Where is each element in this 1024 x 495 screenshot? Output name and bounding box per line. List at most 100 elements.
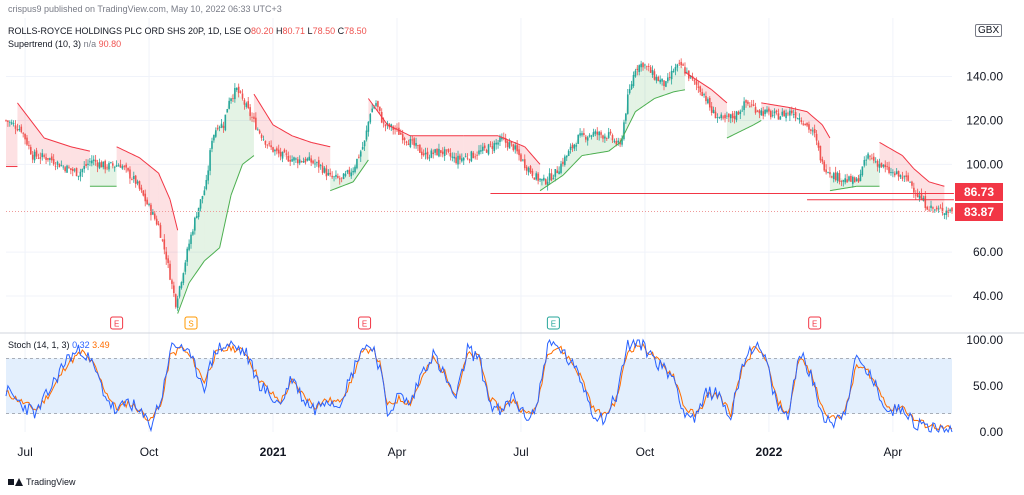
candle-body	[745, 100, 747, 103]
event-marker: E	[808, 316, 822, 330]
footer-brand[interactable]: TradingView	[8, 477, 76, 487]
candle-body	[596, 131, 599, 135]
candle-body	[255, 117, 257, 130]
candle-body	[470, 151, 473, 162]
candle-body	[804, 123, 806, 126]
candle-body	[70, 168, 72, 171]
candle-body	[140, 187, 143, 191]
ohlc-o-label: O	[243, 26, 251, 36]
candle-body	[58, 163, 61, 168]
candle-body	[359, 151, 362, 157]
candle-body	[491, 145, 494, 149]
candle-body	[108, 163, 110, 170]
candle-body	[583, 133, 585, 135]
supertrend-fill	[635, 63, 655, 112]
stoch-tick-label: 0.00	[980, 425, 1004, 439]
candle-body	[678, 62, 681, 64]
candle-body	[935, 207, 938, 210]
candle-body	[533, 177, 536, 180]
candle-body	[41, 153, 44, 158]
ohlc-h-value: 80.71	[282, 26, 306, 36]
currency-badge[interactable]: GBX	[975, 24, 1003, 37]
event-marker-label: E	[812, 320, 817, 329]
stoch-label: Stoch (14, 1, 3)	[8, 340, 70, 350]
candle-body	[672, 70, 675, 73]
supertrend-line	[821, 124, 831, 139]
supertrend-fill	[158, 173, 171, 276]
candle-body	[611, 135, 614, 141]
candle-body	[907, 175, 909, 181]
supertrend-line	[43, 137, 72, 148]
candle-body	[819, 145, 822, 161]
candle-body	[373, 106, 375, 109]
supertrend-line	[619, 111, 636, 143]
candle-body	[300, 161, 303, 162]
candle-body	[161, 239, 164, 241]
supertrend-fill	[189, 189, 205, 283]
candle-body	[760, 110, 763, 116]
candle-body	[369, 114, 372, 123]
supertrend-line	[928, 181, 945, 187]
candle-body	[346, 170, 349, 173]
candle-body	[214, 130, 217, 137]
candle-body	[510, 141, 513, 144]
candle-body	[131, 179, 133, 180]
supertrend-line	[177, 282, 190, 314]
candle-body	[838, 173, 841, 182]
candle-body	[754, 106, 757, 113]
candle-body	[663, 80, 665, 87]
candle-body	[182, 273, 185, 283]
supertrend-fill	[902, 155, 914, 189]
candle-body	[241, 93, 244, 99]
candle-body	[708, 97, 711, 108]
candle-body	[438, 148, 440, 157]
candle-body	[291, 159, 293, 162]
ohlc-h-label: H	[276, 26, 283, 36]
candle-body	[304, 158, 307, 163]
candle-body	[127, 167, 129, 171]
tradingview-logo-icon	[8, 477, 23, 487]
publisher-line: crispus9 published on TradingView.com, M…	[8, 4, 282, 14]
candle-body	[173, 285, 175, 294]
supertrend-fill	[292, 135, 312, 162]
candle-body	[640, 63, 642, 68]
candle-body	[585, 136, 587, 140]
candle-body	[489, 143, 492, 145]
candle-body	[298, 159, 301, 164]
candle-body	[102, 161, 105, 168]
candle-body	[474, 156, 476, 158]
candle-body	[605, 138, 608, 139]
stoch-d-value: 3.49	[92, 340, 110, 350]
candle-body	[197, 207, 200, 218]
supertrend-legend[interactable]: Supertrend (10, 3) n/a 90.80	[8, 39, 121, 49]
candle-body	[796, 118, 799, 120]
candle-body	[52, 159, 55, 165]
stoch-k-line	[5, 338, 953, 434]
candle-body	[743, 101, 745, 111]
candle-body	[5, 120, 7, 121]
supertrend-fill	[204, 124, 220, 261]
candle-body	[888, 166, 890, 174]
candle-body	[646, 66, 648, 68]
ohlc-l-value: 78.50	[312, 26, 336, 36]
candle-body	[18, 128, 21, 131]
candle-body	[737, 111, 740, 115]
candle-body	[327, 172, 330, 176]
candle-body	[188, 243, 190, 250]
candle-body	[329, 172, 332, 175]
candle-body	[325, 168, 328, 177]
candle-body	[909, 181, 911, 183]
candle-body	[806, 123, 808, 126]
candle-body	[434, 149, 436, 153]
candle-body	[913, 187, 915, 193]
candle-body	[886, 166, 888, 168]
time-tick-label: Oct	[636, 445, 655, 459]
stoch-legend[interactable]: Stoch (14, 1, 3) 0.32 3.49	[8, 340, 110, 350]
candle-body	[335, 174, 337, 177]
candle-body	[525, 166, 528, 171]
candle-body	[194, 217, 196, 231]
footer-brand-text: TradingView	[26, 477, 76, 487]
time-tick-label: 2022	[756, 445, 783, 459]
time-tick-label: Jul	[513, 445, 528, 459]
candle-body	[283, 149, 286, 153]
